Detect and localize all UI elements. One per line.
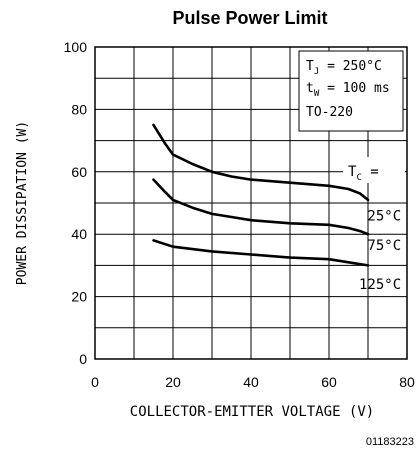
tj-value: = 250°C <box>319 59 382 74</box>
package-label: TO-220 <box>306 105 353 120</box>
tw-symbol: t <box>306 81 314 96</box>
tc-header-backdrop <box>343 157 405 183</box>
y-axis-label: POWER DISSIPATION (W) <box>15 121 30 285</box>
x-tick-labels: 0 20 40 60 80 <box>91 374 415 390</box>
tj-symbol: T <box>306 59 314 74</box>
y-tick-label: 80 <box>71 101 87 117</box>
x-tick-label: 20 <box>165 374 181 390</box>
tw-value: = 100 ms <box>319 81 389 96</box>
series-lines <box>152 123 370 267</box>
figure-id: 01183223 <box>366 436 414 448</box>
y-tick-label: 60 <box>71 164 87 180</box>
pulse-width-label: tW = 100 ms <box>306 81 390 99</box>
series-label-3: 125°C <box>359 277 401 293</box>
y-tick-label: 0 <box>79 351 87 367</box>
tj-subscript: J <box>314 67 319 77</box>
series-label-1: 25°C <box>367 208 401 224</box>
series-label-2: 75°C <box>367 238 401 254</box>
y-tick-label: 100 <box>64 39 88 55</box>
series-curve-2 <box>152 178 370 236</box>
tc-symbol: T <box>348 164 357 180</box>
y-tick-label: 20 <box>71 289 87 305</box>
junction-temp-label: TJ = 250°C <box>306 59 382 77</box>
chart-title: Pulse Power Limit <box>172 8 327 28</box>
tc-value: = <box>362 164 379 180</box>
tw-subscript: W <box>314 89 320 99</box>
case-temp-label: TC = <box>348 164 379 183</box>
conditions-box-frame <box>298 50 404 132</box>
x-tick-label: 40 <box>243 374 259 390</box>
x-tick-label: 80 <box>399 374 415 390</box>
series-curve-3 <box>152 239 370 267</box>
conditions-box: TJ = 250°C tW = 100 ms TO-220 <box>298 50 404 132</box>
x-tick-label: 0 <box>91 374 99 390</box>
series-curve-1 <box>152 123 370 202</box>
x-tick-label: 60 <box>321 374 337 390</box>
x-axis-label: COLLECTOR-EMITTER VOLTAGE (V) <box>130 404 374 420</box>
tc-subscript: C <box>356 173 361 183</box>
plot-frame <box>94 46 408 360</box>
y-tick-labels: 0 20 40 60 80 100 <box>64 39 88 367</box>
y-tick-label: 40 <box>71 226 87 242</box>
curve-labels: 25°C 75°C 125°C <box>359 208 401 293</box>
